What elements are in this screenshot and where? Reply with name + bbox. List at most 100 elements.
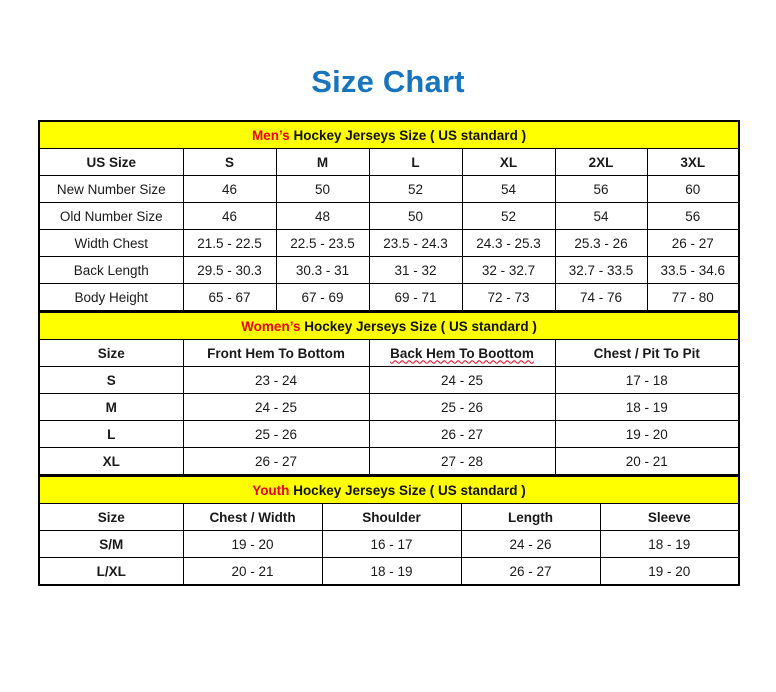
mens-cell-1-5: 56	[646, 202, 740, 230]
youth-banner-accent: Youth	[252, 482, 290, 498]
mens-row-label-4: Body Height	[38, 283, 184, 311]
mens-banner: Men’s Hockey Jerseys Size ( US standard …	[38, 120, 740, 149]
youth-cell-0-3: 18 - 19	[599, 530, 740, 558]
womens-cell-2-0: 25 - 26	[182, 420, 370, 448]
mens-cell-3-3: 32 - 32.7	[461, 256, 556, 284]
table-banner-row: Youth Hockey Jerseys Size ( US standard …	[38, 475, 740, 504]
youth-col-header-0: Size	[38, 503, 184, 531]
mens-col-header-0: US Size	[38, 148, 184, 176]
table-row: M 24 - 25 25 - 26 18 - 19	[38, 393, 740, 421]
misspelled-header-text: Back Hem To Boottom	[390, 345, 534, 361]
mens-cell-2-1: 22.5 - 23.5	[275, 229, 370, 257]
table-banner-row: Men’s Hockey Jerseys Size ( US standard …	[38, 120, 740, 149]
youth-banner: Youth Hockey Jerseys Size ( US standard …	[38, 475, 740, 504]
table-row: L 25 - 26 26 - 27 19 - 20	[38, 420, 740, 448]
womens-banner-rest: Hockey Jerseys Size ( US standard )	[300, 318, 537, 334]
mens-row-label-0: New Number Size	[38, 175, 184, 203]
youth-col-header-4: Sleeve	[599, 503, 740, 531]
youth-col-header-2: Shoulder	[321, 503, 462, 531]
womens-col-header-1: Front Hem To Bottom	[182, 339, 370, 367]
youth-cell-1-2: 26 - 27	[460, 557, 601, 586]
table-row: XL 26 - 27 27 - 28 20 - 21	[38, 447, 740, 475]
womens-cell-0-0: 23 - 24	[182, 366, 370, 394]
womens-cell-0-2: 17 - 18	[554, 366, 740, 394]
table-row: S 23 - 24 24 - 25 17 - 18	[38, 366, 740, 394]
womens-size-table: Women’s Hockey Jerseys Size ( US standar…	[38, 311, 740, 475]
womens-row-label-0: S	[38, 366, 184, 394]
mens-cell-4-3: 72 - 73	[461, 283, 556, 311]
womens-cell-1-0: 24 - 25	[182, 393, 370, 421]
table-header-row: Size Chest / Width Shoulder Length Sleev…	[38, 503, 740, 531]
mens-cell-0-1: 50	[275, 175, 370, 203]
table-row: New Number Size 46 50 52 54 56 60	[38, 175, 740, 203]
womens-cell-3-0: 26 - 27	[182, 447, 370, 475]
womens-banner-accent: Women’s	[241, 318, 301, 334]
womens-row-label-1: M	[38, 393, 184, 421]
youth-size-table: Youth Hockey Jerseys Size ( US standard …	[38, 475, 740, 586]
mens-col-header-5: 2XL	[554, 148, 648, 176]
mens-banner-rest: Hockey Jerseys Size ( US standard )	[289, 127, 527, 143]
mens-cell-1-2: 50	[368, 202, 463, 230]
womens-col-header-3: Chest / Pit To Pit	[554, 339, 740, 367]
youth-cell-1-0: 20 - 21	[182, 557, 323, 586]
mens-col-header-4: XL	[461, 148, 556, 176]
womens-cell-1-2: 18 - 19	[554, 393, 740, 421]
mens-cell-0-0: 46	[182, 175, 277, 203]
mens-cell-0-5: 60	[646, 175, 740, 203]
womens-row-label-2: L	[38, 420, 184, 448]
mens-cell-3-1: 30.3 - 31	[275, 256, 370, 284]
mens-cell-1-1: 48	[275, 202, 370, 230]
youth-cell-0-1: 16 - 17	[321, 530, 462, 558]
table-row: Width Chest 21.5 - 22.5 22.5 - 23.5 23.5…	[38, 229, 740, 257]
size-tables-container: Men’s Hockey Jerseys Size ( US standard …	[38, 120, 741, 586]
mens-cell-2-4: 25.3 - 26	[554, 229, 648, 257]
youth-row-label-1: L/XL	[38, 557, 184, 586]
mens-cell-4-1: 67 - 69	[275, 283, 370, 311]
youth-cell-1-1: 18 - 19	[321, 557, 462, 586]
mens-col-header-3: L	[368, 148, 463, 176]
table-header-row: US Size S M L XL 2XL 3XL	[38, 148, 740, 176]
mens-col-header-6: 3XL	[646, 148, 740, 176]
mens-cell-0-2: 52	[368, 175, 463, 203]
womens-cell-1-1: 25 - 26	[368, 393, 556, 421]
womens-row-label-3: XL	[38, 447, 184, 475]
womens-cell-3-1: 27 - 28	[368, 447, 556, 475]
mens-row-label-1: Old Number Size	[38, 202, 184, 230]
table-row: L/XL 20 - 21 18 - 19 26 - 27 19 - 20	[38, 557, 740, 586]
mens-col-header-2: M	[275, 148, 370, 176]
table-row: Back Length 29.5 - 30.3 30.3 - 31 31 - 3…	[38, 256, 740, 284]
table-row: Body Height 65 - 67 67 - 69 69 - 71 72 -…	[38, 283, 740, 311]
table-header-row: Size Front Hem To Bottom Back Hem To Boo…	[38, 339, 740, 367]
mens-cell-2-5: 26 - 27	[646, 229, 740, 257]
mens-cell-1-4: 54	[554, 202, 648, 230]
mens-cell-3-4: 32.7 - 33.5	[554, 256, 648, 284]
mens-cell-0-3: 54	[461, 175, 556, 203]
youth-col-header-1: Chest / Width	[182, 503, 323, 531]
youth-cell-0-0: 19 - 20	[182, 530, 323, 558]
youth-cell-1-3: 19 - 20	[599, 557, 740, 586]
mens-col-header-1: S	[182, 148, 277, 176]
womens-cell-2-1: 26 - 27	[368, 420, 556, 448]
mens-cell-0-4: 56	[554, 175, 648, 203]
table-row: Old Number Size 46 48 50 52 54 56	[38, 202, 740, 230]
womens-col-header-2: Back Hem To Boottom	[368, 339, 556, 367]
table-banner-row: Women’s Hockey Jerseys Size ( US standar…	[38, 311, 740, 340]
mens-row-label-2: Width Chest	[38, 229, 184, 257]
mens-cell-2-2: 23.5 - 24.3	[368, 229, 463, 257]
youth-banner-rest: Hockey Jerseys Size ( US standard )	[289, 482, 526, 498]
youth-row-label-0: S/M	[38, 530, 184, 558]
womens-cell-3-2: 20 - 21	[554, 447, 740, 475]
mens-cell-4-4: 74 - 76	[554, 283, 648, 311]
table-row: S/M 19 - 20 16 - 17 24 - 26 18 - 19	[38, 530, 740, 558]
mens-cell-3-5: 33.5 - 34.6	[646, 256, 740, 284]
womens-cell-2-2: 19 - 20	[554, 420, 740, 448]
mens-banner-accent: Men’s	[251, 127, 290, 143]
mens-cell-3-2: 31 - 32	[368, 256, 463, 284]
mens-cell-4-2: 69 - 71	[368, 283, 463, 311]
mens-cell-4-5: 77 - 80	[646, 283, 740, 311]
page-title: Size Chart	[311, 64, 465, 99]
womens-cell-0-1: 24 - 25	[368, 366, 556, 394]
youth-cell-0-2: 24 - 26	[460, 530, 601, 558]
womens-col-header-0: Size	[38, 339, 184, 367]
